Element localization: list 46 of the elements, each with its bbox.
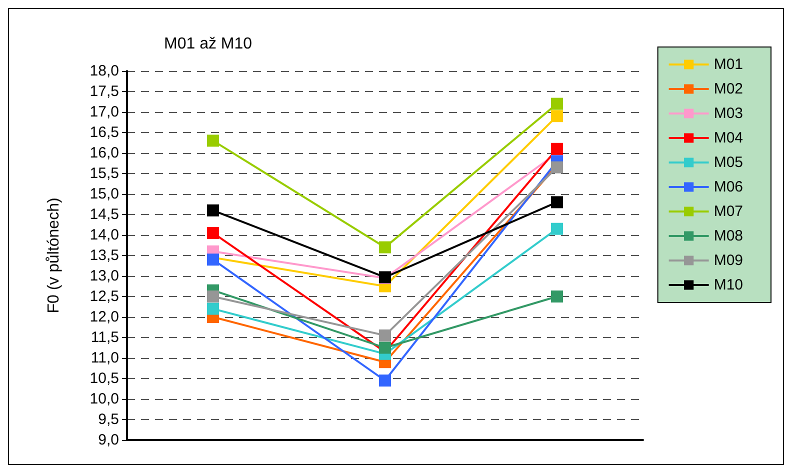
y-tick-label: 17,0: [90, 104, 119, 120]
y-tick-label: 12,5: [90, 288, 119, 305]
legend-label: M01: [714, 56, 744, 73]
y-tick-label: 16,0: [90, 144, 119, 162]
point: [207, 204, 219, 216]
legend-label: M07: [714, 203, 744, 220]
point: [207, 226, 219, 239]
point: [379, 342, 391, 354]
y-tick-label: 18,0: [90, 62, 119, 80]
point: [379, 241, 391, 254]
y-tick-label: 11,5: [90, 329, 119, 346]
point: [551, 222, 563, 235]
y-tick-label: 15,0: [90, 186, 119, 202]
point: [551, 196, 563, 208]
y-tick-label: 14,0: [90, 226, 119, 244]
point: [207, 134, 219, 147]
point: [551, 142, 563, 155]
chart-title: M01 až M10: [164, 36, 252, 52]
legend-label: M09: [714, 252, 744, 269]
legend-label: M06: [714, 178, 744, 196]
y-tick-label: 12,0: [90, 308, 119, 326]
point: [551, 98, 563, 110]
point: [379, 374, 391, 387]
y-tick-label: 13,5: [90, 247, 119, 264]
y-tick-label: 9,0: [98, 432, 119, 448]
y-tick-label: 11,0: [90, 350, 119, 366]
y-tick-label: 14,5: [90, 206, 119, 223]
y-tick-label: 9,5: [98, 411, 119, 428]
y-tick-label: 17,5: [90, 83, 119, 100]
point: [551, 110, 563, 122]
legend-label: M03: [714, 105, 744, 122]
point: [551, 290, 563, 302]
legend-label: M02: [714, 80, 744, 98]
legend-label: M04: [714, 130, 744, 146]
y-tick-label: 10,0: [90, 390, 119, 408]
y-tick-label: 15,5: [90, 165, 119, 182]
y-tick-label: 10,5: [90, 370, 119, 387]
point: [379, 329, 391, 342]
y-tick-label: 13,0: [90, 268, 119, 284]
y-tick-label: 16,5: [90, 124, 119, 141]
legend-label: M08: [714, 228, 744, 244]
legend-label: M05: [714, 154, 744, 171]
point: [207, 290, 219, 302]
point: [207, 302, 219, 315]
y-axis-title: F0 (v půltónech): [46, 198, 62, 314]
legend-label: M10: [714, 276, 744, 294]
